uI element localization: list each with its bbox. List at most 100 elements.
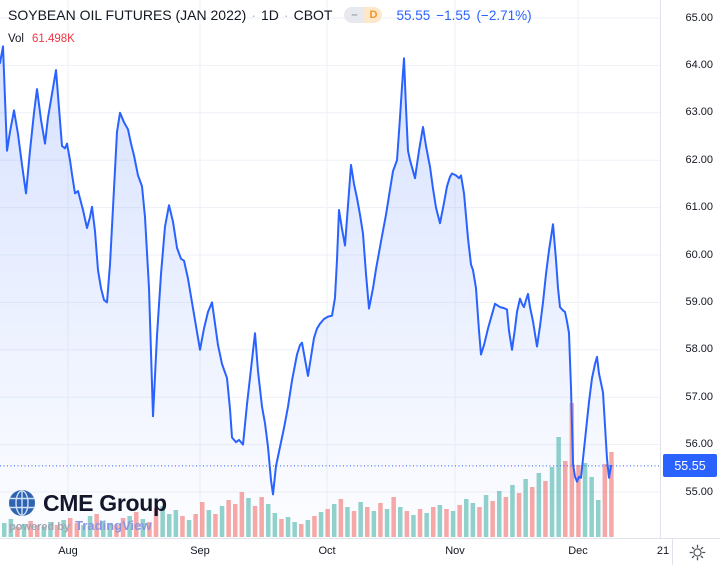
volume-bar (351, 511, 357, 537)
cme-globe-icon (9, 490, 35, 516)
volume-bar (338, 499, 344, 537)
price-axis-label: 56.00 (685, 438, 713, 451)
volume-bar (160, 506, 165, 537)
volume-bar (35, 525, 40, 537)
last-price-tag: 55.55 (663, 454, 717, 478)
collapse-dash-icon: – (344, 7, 365, 23)
volume-bar (114, 525, 119, 537)
volume-bar (543, 481, 548, 537)
volume-bar (134, 512, 139, 537)
gear-icon[interactable] (689, 544, 706, 561)
volume-bar (233, 504, 238, 537)
interval-badge-letter: D (364, 7, 383, 23)
volume-bar (15, 527, 20, 537)
volume-bar (424, 513, 429, 537)
volume-bar (358, 502, 363, 537)
volume-bar (563, 461, 568, 537)
volume-bar (523, 479, 528, 537)
volume-bar (213, 514, 218, 537)
volume-bar (312, 516, 317, 537)
volume-bar (193, 514, 198, 537)
interval-badge[interactable]: – D (344, 7, 383, 23)
cme-brand[interactable]: CME Group (43, 489, 167, 516)
volume-bar (569, 403, 575, 537)
time-axis-label: 21 (656, 545, 670, 557)
volume-bar (431, 507, 436, 537)
volume-bar (490, 501, 495, 537)
price-axis-label: 61.00 (685, 201, 713, 214)
volume-bar (87, 516, 93, 537)
volume-bar (365, 507, 370, 537)
volume-bar (226, 500, 231, 537)
watermark: CME Group powered by TradingView (8, 489, 167, 533)
symbol-title: SOYBEAN OIL FUTURES (JAN 2022) (8, 7, 247, 23)
volume-bar (41, 527, 47, 537)
price-axis[interactable]: 55.55 65.00 64.00 63.00 62.00 61.00 60.00 59.0… (660, 0, 720, 538)
title-separator: · (251, 7, 256, 23)
time-axis[interactable]: Aug Sep Oct Nov Dec 21 (0, 538, 720, 565)
volume-bar (279, 519, 284, 537)
volume-bar (510, 485, 515, 537)
time-axis-label: Dec (568, 545, 588, 557)
area-fill (0, 46, 611, 538)
volume-bar (147, 522, 152, 537)
volume-bar (444, 509, 449, 537)
volume-bar (417, 509, 423, 537)
volume-bar (345, 507, 350, 537)
volume-bar (411, 515, 416, 537)
price-axis-label: 62.00 (685, 153, 713, 166)
volume-bar (219, 506, 225, 537)
volume-bar (332, 504, 337, 537)
volume-bar (120, 518, 126, 537)
price-chart[interactable] (0, 0, 660, 538)
volume-bar (252, 506, 258, 537)
volume-bar (299, 524, 304, 537)
volume-bar (127, 516, 132, 537)
volume-bar (140, 519, 146, 537)
volume-bar (94, 514, 99, 537)
volume-bar (74, 523, 80, 537)
volume-bar (398, 507, 403, 537)
volume-bar (167, 514, 172, 537)
time-axis-label: Sep (190, 545, 210, 557)
volume-bar (503, 497, 509, 537)
volume-bar (457, 505, 462, 537)
volume-bar (48, 522, 53, 537)
volume-bar (285, 517, 291, 537)
price-axis-label: 58.00 (685, 343, 713, 356)
title-separator: · (283, 7, 289, 23)
volume-bar (21, 524, 27, 537)
volume-bar (483, 495, 489, 537)
last-price: 55.55 (396, 7, 431, 23)
volume-bar (272, 513, 278, 537)
time-axis-label: Nov (445, 545, 465, 557)
volume-label: Vol (8, 33, 24, 45)
volume-bar (246, 498, 251, 537)
volume-bar (153, 508, 159, 537)
price-axis-label: 55.00 (685, 485, 713, 498)
volume-bar (292, 522, 297, 537)
axis-settings-corner (672, 539, 720, 565)
volume-bar (325, 509, 330, 537)
volume-bar (470, 503, 476, 537)
volume-bar (391, 497, 396, 537)
volume-bar (602, 464, 608, 537)
volume-bar (68, 518, 73, 537)
volume-bar (173, 510, 179, 537)
volume-bar (404, 511, 410, 537)
volume-bar (101, 521, 106, 537)
interval-label: 1D (261, 7, 279, 23)
time-axis-label: Oct (318, 545, 336, 557)
volume-bar (582, 463, 588, 537)
volume-bar (259, 497, 264, 537)
tradingview-link[interactable]: TradingView (75, 518, 152, 533)
exchange-label: CBOT (293, 7, 333, 23)
volume-bar (8, 519, 14, 537)
volume-bar (239, 492, 245, 537)
volume-bar (450, 511, 456, 537)
volume-bar (549, 467, 555, 537)
volume-bar (516, 493, 522, 537)
volume-bar (54, 525, 60, 537)
volume-bar (206, 510, 212, 537)
